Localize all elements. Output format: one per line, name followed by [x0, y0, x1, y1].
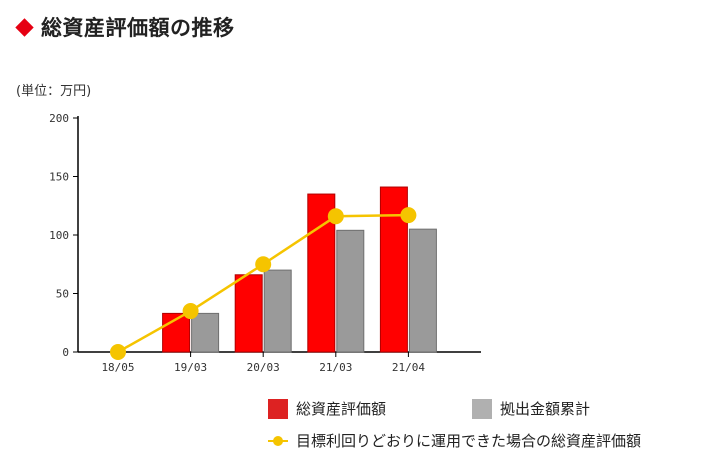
- legend-line-marker-icon: [268, 431, 288, 451]
- target-line-point: [327, 208, 344, 225]
- x-tick-label: 21/03: [319, 361, 352, 374]
- x-tick-label: 20/03: [247, 361, 280, 374]
- page-title-text: 総資産評価額の推移: [41, 16, 235, 40]
- legend-label-contributions: 拠出金額累計: [500, 400, 591, 418]
- x-tick-label: 18/05: [101, 361, 134, 374]
- legend-label-total-assets: 総資産評価額: [296, 400, 387, 418]
- legend-item-target-line: 目標利回りどおりに運用できた場合の総資産評価額: [268, 430, 641, 451]
- target-line-point: [400, 207, 417, 224]
- bar-contributions: [191, 312, 220, 353]
- y-tick-label: 100: [49, 229, 69, 242]
- x-tick-label: 19/03: [174, 361, 207, 374]
- x-tick-label: 21/04: [392, 361, 425, 374]
- y-tick-label: 0: [62, 346, 69, 359]
- bar-contributions: [408, 228, 437, 353]
- legend-swatch-gray: [472, 398, 492, 419]
- y-tick-label: 150: [49, 171, 69, 184]
- page-title: 総資産評価額の推移: [14, 12, 235, 42]
- legend-swatch-red: [268, 398, 288, 419]
- legend-item-contributions: 拠出金額累計: [472, 398, 590, 419]
- bar-contributions: [336, 229, 365, 353]
- target-line-point: [255, 256, 272, 273]
- unit-label: (単位：万円): [16, 84, 92, 99]
- y-tick-label: 200: [49, 112, 69, 125]
- bar-contributions: [263, 269, 292, 353]
- legend-item-total-assets: 総資産評価額: [268, 398, 386, 419]
- target-line: [117, 213, 409, 354]
- target-line-point: [182, 303, 199, 320]
- y-tick-label: 50: [56, 288, 69, 301]
- legend-label-target-line: 目標利回りどおりに運用できた場合の総資産評価額: [296, 432, 642, 450]
- bar-total-assets: [234, 274, 263, 353]
- target-line-point: [110, 344, 126, 360]
